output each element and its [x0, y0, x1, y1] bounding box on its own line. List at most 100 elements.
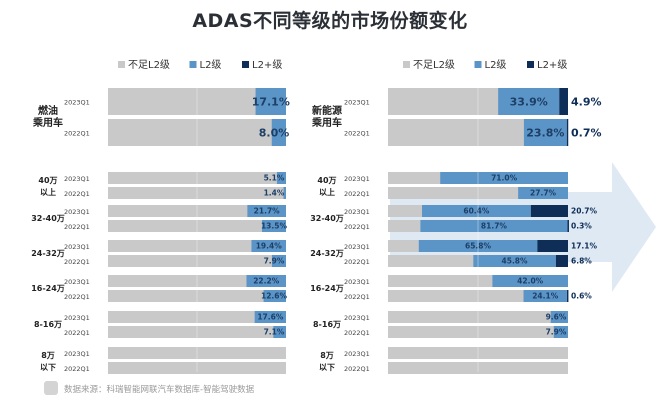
row-label: 2022Q1 [344, 365, 370, 373]
category-label: 燃油 [38, 104, 58, 117]
value-label-l2: 42.0% [517, 277, 544, 286]
row-label: 2022Q1 [64, 223, 90, 231]
value-label-l2: 22.2% [253, 277, 280, 286]
value-label-l2: 60.4% [463, 207, 490, 216]
row-label: 2023Q1 [64, 99, 90, 107]
bar-l2 [251, 240, 286, 252]
row-label: 2022Q1 [64, 329, 90, 337]
value-label-l2: 19.4% [256, 242, 283, 251]
row-label: 2022Q1 [344, 190, 370, 198]
bar-l2 [550, 311, 568, 323]
bar-l2 [518, 187, 568, 199]
chart-title: ADAS不同等级的市场份额变化 [192, 10, 468, 32]
legend-label: L2级 [485, 59, 507, 71]
legend-label: 不足L2级 [128, 59, 170, 71]
row-label: 2023Q1 [344, 278, 370, 286]
row-label: 2022Q1 [344, 329, 370, 337]
value-label-l2: 5.1% [264, 174, 285, 183]
value-label-l2plus: 6.8% [571, 257, 592, 266]
bar-l2plus [559, 88, 568, 115]
category-label: 24-32万 [310, 249, 344, 258]
legend-swatch [527, 61, 534, 68]
value-label-l2plus: 4.9% [571, 95, 602, 108]
value-label-l2: 71.0% [491, 174, 518, 183]
bar-l2 [246, 275, 286, 287]
category-label: 8万 [320, 351, 334, 360]
value-label-l2: 21.7% [254, 207, 281, 216]
value-label-l2: 27.7% [530, 189, 557, 198]
category-label: 16-24万 [31, 284, 65, 293]
legend-swatch [242, 61, 249, 68]
legend-label: L2+级 [537, 59, 567, 71]
row-label: 2023Q1 [64, 278, 90, 286]
bar-l2 [422, 205, 531, 217]
bar-l2plus [555, 255, 568, 267]
value-label-l2: 45.8% [502, 257, 529, 266]
bar-l2 [247, 205, 286, 217]
value-label-l2: 33.9% [510, 95, 548, 108]
bar-l2 [523, 119, 567, 146]
category-label: 以下 [319, 363, 335, 372]
legend-swatch [118, 61, 125, 68]
bar-l2 [473, 255, 556, 267]
legend-swatch [403, 61, 410, 68]
row-label: 2022Q1 [344, 293, 370, 301]
row-label: 2022Q1 [344, 223, 370, 231]
category-label: 以上 [319, 187, 335, 197]
category-label: 以上 [40, 187, 56, 197]
category-label: 以下 [40, 363, 56, 372]
category-label: 32-40万 [31, 214, 65, 223]
row-label: 2022Q1 [344, 258, 370, 266]
legend-label: 不足L2级 [413, 59, 455, 71]
bar-l2 [283, 187, 286, 199]
bar-l2 [276, 172, 286, 184]
value-label-l2: 24.1% [532, 292, 559, 301]
row-label: 2022Q1 [64, 190, 90, 198]
row-label: 2023Q1 [64, 175, 90, 183]
row-label: 2022Q1 [64, 258, 90, 266]
category-label: 8万 [41, 351, 55, 360]
bar-l2 [271, 119, 286, 146]
bar-l2plus [566, 290, 569, 302]
bar-l2 [261, 220, 286, 232]
value-label-l2: 7.1% [264, 328, 285, 337]
value-label-l2: 17.6% [257, 313, 284, 322]
row-label: 2022Q1 [64, 365, 90, 373]
value-label-l2plus: 0.6% [571, 292, 592, 301]
row-label: 2022Q1 [64, 293, 90, 301]
row-label: 2023Q1 [64, 350, 90, 358]
category-label: 新能源 [312, 104, 342, 117]
category-label: 乘用车 [32, 116, 63, 129]
bar-l2 [523, 290, 567, 302]
row-label: 2022Q1 [344, 130, 370, 138]
value-label-l2: 81.7% [481, 222, 508, 231]
legend-label: L2+级 [252, 59, 282, 71]
value-label-l2: 17.1% [252, 95, 290, 108]
bar-l2plus [537, 240, 568, 252]
row-label: 2023Q1 [344, 99, 370, 107]
value-label-l2: 7.9% [264, 257, 285, 266]
source-logo-icon [44, 381, 58, 395]
legend-swatch [189, 61, 197, 68]
row-label: 2023Q1 [344, 243, 370, 251]
legend-label: L2级 [200, 59, 222, 71]
bar-l2 [553, 326, 568, 338]
value-label-l2plus: 20.7% [571, 207, 598, 216]
value-label-l2: 8.0% [259, 126, 290, 139]
bar-l2 [271, 255, 286, 267]
value-label-l2: 23.8% [526, 126, 564, 139]
category-label: 乘用车 [311, 116, 342, 129]
row-label: 2023Q1 [64, 314, 90, 322]
bar-l2 [263, 290, 286, 302]
category-label: 24-32万 [31, 249, 65, 258]
bar-l2 [273, 326, 286, 338]
value-label-l2plus: 0.7% [571, 126, 602, 139]
row-label: 2023Q1 [344, 175, 370, 183]
bar-l2plus [567, 220, 569, 232]
value-label-l2: 12.6% [261, 292, 288, 301]
row-label: 2023Q1 [64, 208, 90, 216]
bar-l2plus [530, 205, 568, 217]
legend-swatch [474, 61, 482, 68]
bar-l2 [254, 311, 286, 323]
